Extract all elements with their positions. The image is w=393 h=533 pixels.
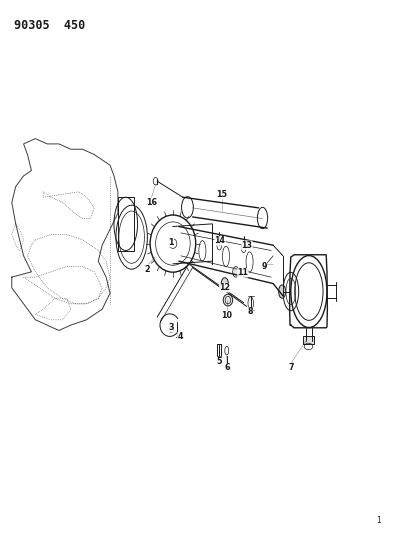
Text: 3: 3 — [168, 324, 174, 332]
Text: 14: 14 — [215, 237, 226, 245]
Ellipse shape — [279, 285, 286, 298]
Text: 5: 5 — [217, 357, 222, 366]
Text: 8: 8 — [248, 308, 253, 316]
Text: 2: 2 — [145, 265, 150, 273]
Ellipse shape — [221, 278, 228, 289]
Text: 12: 12 — [219, 284, 230, 292]
Text: 1: 1 — [168, 238, 174, 247]
Text: 4: 4 — [177, 333, 183, 341]
Text: 13: 13 — [241, 241, 252, 249]
Ellipse shape — [223, 294, 233, 306]
Text: 15: 15 — [217, 190, 228, 199]
Text: 6: 6 — [224, 364, 230, 372]
Text: 90305  450: 90305 450 — [14, 19, 85, 31]
Text: 7: 7 — [288, 364, 294, 372]
Text: 11: 11 — [237, 269, 248, 277]
Text: 9: 9 — [261, 262, 267, 271]
Ellipse shape — [233, 266, 239, 277]
Text: 16: 16 — [146, 198, 157, 207]
Bar — [303, 336, 314, 344]
Text: 1: 1 — [376, 516, 381, 525]
Text: 10: 10 — [222, 311, 233, 320]
